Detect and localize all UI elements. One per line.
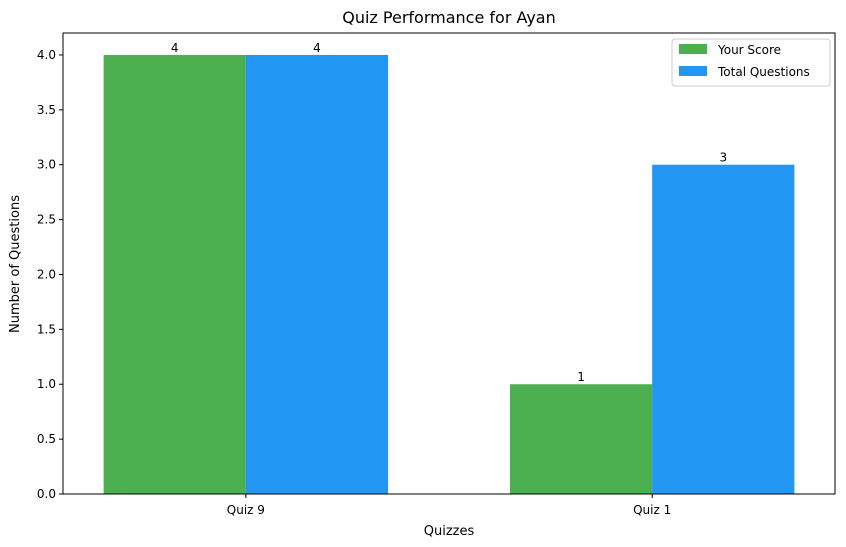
bar-total-questions-quiz-9 <box>245 54 389 494</box>
y-tick-label: 1.5 <box>37 322 56 336</box>
bar-your-score-quiz-1 <box>509 384 653 494</box>
bars-group <box>103 54 795 494</box>
data-label-total-questions-quiz-1: 3 <box>719 151 727 165</box>
y-tick-label: 2.0 <box>37 267 56 281</box>
bar-total-questions-quiz-1 <box>652 164 795 494</box>
bar-your-score-quiz-9 <box>103 54 246 494</box>
y-tick-label: 2.5 <box>37 213 56 227</box>
legend-frame <box>671 38 831 87</box>
y-tick-label: 0.5 <box>37 432 56 446</box>
legend-swatch-your-score <box>679 44 707 54</box>
x-axis-label: Quizzes <box>424 524 475 539</box>
chart-title: Quiz Performance for Ayan <box>342 8 556 27</box>
legend-swatch-total-questions <box>679 66 707 76</box>
y-tick-label: 3.5 <box>37 103 56 117</box>
data-label-total-questions-quiz-9: 4 <box>313 41 321 55</box>
y-axis-ticks: 0.0 0.5 1.0 1.5 2.0 2.5 3.0 3.5 4.0 <box>37 48 63 501</box>
y-tick-label: 4.0 <box>37 48 56 62</box>
data-label-your-score-quiz-1: 1 <box>577 370 585 384</box>
y-tick-label: 0.0 <box>37 487 56 501</box>
y-tick-label: 3.0 <box>37 158 56 172</box>
x-tick-label-quiz-1: Quiz 1 <box>633 503 671 517</box>
plot-frame <box>62 32 836 495</box>
data-label-your-score-quiz-9: 4 <box>171 41 179 55</box>
y-tick-label: 1.0 <box>37 377 56 391</box>
legend: Your Score Total Questions <box>671 38 831 87</box>
x-tick-label-quiz-9: Quiz 9 <box>227 503 265 517</box>
y-axis-label: Number of Questions <box>8 195 23 333</box>
data-labels-group: 4 1 4 3 <box>171 41 727 384</box>
legend-label-your-score: Your Score <box>717 43 781 57</box>
legend-label-total-questions: Total Questions <box>717 65 810 79</box>
x-axis-ticks: Quiz 9 Quiz 1 <box>227 494 671 517</box>
